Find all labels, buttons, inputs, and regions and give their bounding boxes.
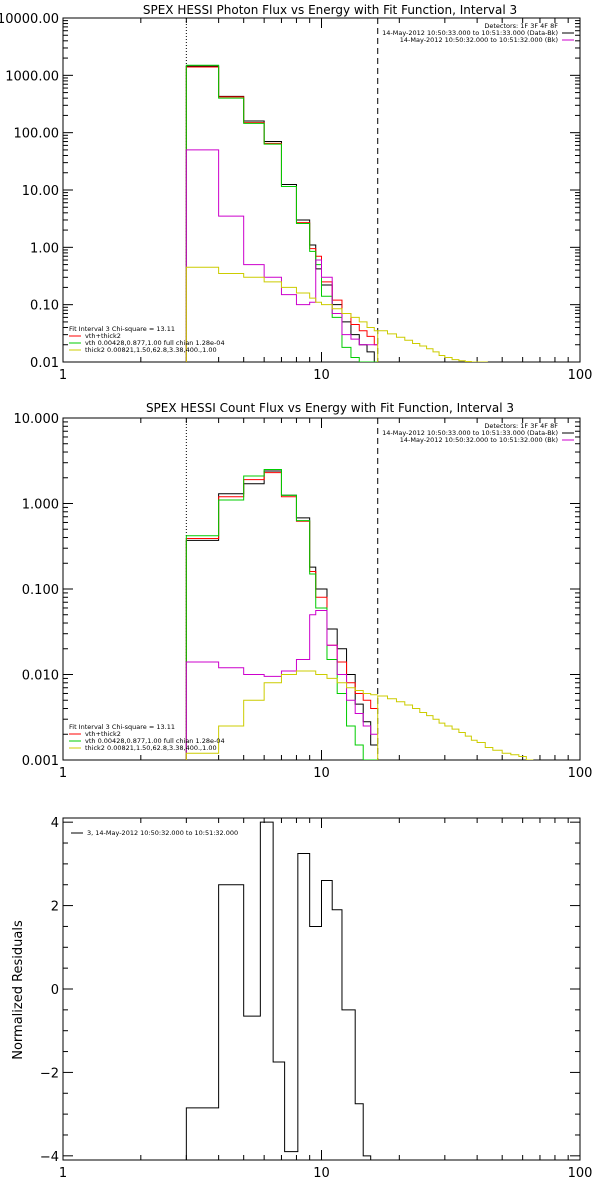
legend-text: vth+thick2 — [85, 332, 121, 340]
y-tick-label: 1.000 — [22, 498, 59, 513]
series-line — [185, 821, 378, 1160]
y-tick-label: 10.000 — [14, 412, 60, 427]
series-line — [185, 64, 378, 362]
photon-flux-panel: SPEX HESSI Photon Flux vs Energy with Fi… — [0, 3, 592, 383]
y-tick-label: 100.00 — [14, 127, 60, 142]
y-tick-label: 2 — [51, 900, 59, 915]
legend-text: 14-May-2012 10:50:33.000 to 10:51:33.000… — [382, 29, 558, 37]
series-line — [185, 149, 378, 362]
x-tick-label: 100 — [568, 766, 593, 781]
x-tick-label: 1 — [59, 368, 67, 383]
residuals-panel: Normalized Residuals 1 10 100 −4 −2 0 2 4 3, 14-… — [11, 816, 592, 1181]
x-tick-label: 10 — [313, 766, 330, 781]
y-tick-label: 0 — [51, 983, 59, 998]
series-line — [185, 65, 378, 362]
y-tick-label: 1.00 — [30, 241, 59, 256]
x-tick-label: 1 — [59, 766, 67, 781]
legend-text: 14-May-2012 10:50:33.000 to 10:51:33.000… — [382, 429, 558, 437]
y-tick-label: 0.100 — [22, 583, 59, 598]
legend-text: Detectors: 1F 3F 4F 8F — [484, 422, 558, 430]
legend-text: thick2 0.00821,1.50,62.8,3.38,400.,1.00 — [85, 744, 217, 752]
y-tick-label: 10000.00 — [0, 12, 59, 27]
series-line — [185, 610, 378, 760]
legend-text: vth 0.00428,0.877,1.00 full chian 1.28e-… — [85, 737, 225, 745]
y-tick-label: 4 — [51, 816, 59, 831]
panel-title: SPEX HESSI Photon Flux vs Energy with Fi… — [143, 3, 517, 17]
series-tail-line — [377, 330, 488, 362]
y-tick-label: −4 — [40, 1150, 59, 1165]
legend-text: vth 0.00428,0.877,1.00 full chian 1.28e-… — [85, 339, 225, 347]
x-tick-label: 1 — [59, 1166, 67, 1181]
count-flux-panel: SPEX HESSI Count Flux vs Energy with Fit… — [14, 401, 593, 781]
series-line — [185, 472, 378, 760]
y-tick-label: 0.01 — [30, 356, 59, 371]
x-tick-label: 100 — [568, 1166, 593, 1181]
y-tick-label: 10.00 — [22, 184, 59, 199]
legend-text: Detectors: 1F 3F 4F 8F — [484, 22, 558, 30]
legend-text: 3, 14-May-2012 10:50:32.000 to 10:51:32.… — [87, 829, 238, 837]
legend-text: thick2 0.00821,1.50,62.8,3.38,400.,1.00 — [85, 346, 217, 354]
series-line — [185, 66, 378, 362]
y-tick-label: 0.001 — [22, 754, 59, 769]
legend-text: Fit Interval 3 Chi-square = 13.11 — [69, 325, 175, 333]
y-tick-label: −2 — [40, 1066, 59, 1081]
panel-title: SPEX HESSI Count Flux vs Energy with Fit… — [146, 401, 514, 415]
series-tail-line — [377, 695, 534, 760]
series-line — [185, 470, 378, 760]
y-tick-label: 1000.00 — [5, 69, 59, 84]
legend-text: 14-May-2012 10:50:32.000 to 10:51:32.000… — [400, 436, 558, 444]
legend-text: 14-May-2012 10:50:32.000 to 10:51:32.000… — [400, 36, 558, 44]
y-tick-label: 0.010 — [22, 669, 59, 684]
legend-text: vth+thick2 — [85, 730, 121, 738]
series-line — [185, 468, 378, 760]
x-tick-label: 10 — [313, 1166, 330, 1181]
legend-text: Fit Interval 3 Chi-square = 13.11 — [69, 723, 175, 731]
x-tick-label: 10 — [313, 368, 330, 383]
plot-frame — [62, 817, 581, 1161]
series-line — [185, 670, 378, 760]
plot-frame — [62, 17, 581, 363]
series-line — [185, 266, 378, 362]
y-axis-label: Normalized Residuals — [11, 920, 26, 1060]
y-tick-label: 0.10 — [30, 299, 59, 314]
x-tick-label: 100 — [568, 368, 593, 383]
